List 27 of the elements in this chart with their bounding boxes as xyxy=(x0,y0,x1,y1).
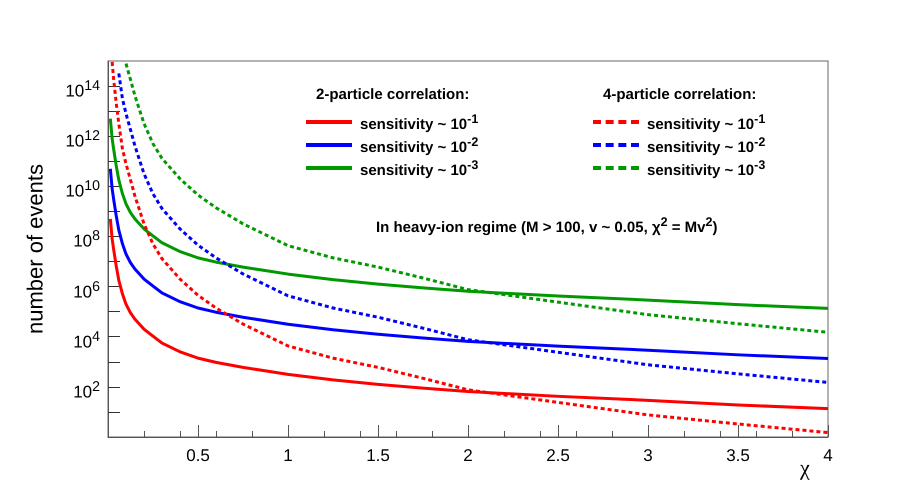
legend-label: sensitivity ~ 10$^{-1}$ xyxy=(360,111,478,134)
x-tick-label: 2 xyxy=(463,446,473,465)
legend-label: sensitivity ~ 10$^{-2}$ xyxy=(360,134,478,157)
legend-label: sensitivity ~ 10$^{-3}$ xyxy=(647,157,766,180)
y-tick-label: 10$^{8}$ xyxy=(73,227,100,254)
x-tick-label: 2.5 xyxy=(546,446,570,465)
y-tick-label: 10$^{14}$ xyxy=(65,77,100,103)
y-tick-label: 10$^{10}$ xyxy=(65,177,100,203)
x-tick-label: 3 xyxy=(643,446,653,465)
y-axis-title: number of events xyxy=(22,164,48,334)
annotation: 4-particle correlation: xyxy=(603,86,756,104)
x-tick-label: 1 xyxy=(283,446,293,465)
x-tick-label: 3.5 xyxy=(726,446,750,465)
x-axis-title: χ xyxy=(800,455,810,480)
legend-label: sensitivity ~ 10$^{-2}$ xyxy=(647,134,766,157)
y-tick-label: 10$^{2}$ xyxy=(73,378,100,404)
y-tick-label: 10$^{12}$ xyxy=(65,127,100,153)
legend-label: sensitivity ~ 10$^{-1}$ xyxy=(647,111,766,134)
annotation: 2-particle correlation: xyxy=(316,86,470,104)
x-tick-label: 1.5 xyxy=(366,446,390,465)
y-tick-label: 10$^{6}$ xyxy=(73,278,100,304)
x-tick-label: 0.5 xyxy=(186,446,210,465)
annotation: In heavy-ion regime (M > 100, v ~ 0.05, χ$^{2}$ = Mv$^{2}$) xyxy=(376,214,718,237)
y-tick-label: 10$^{4}$ xyxy=(73,328,100,354)
x-tick-label: 4 xyxy=(823,446,833,465)
line-series xyxy=(110,60,830,434)
legend-label: sensitivity ~ 10$^{-3}$ xyxy=(360,157,478,180)
